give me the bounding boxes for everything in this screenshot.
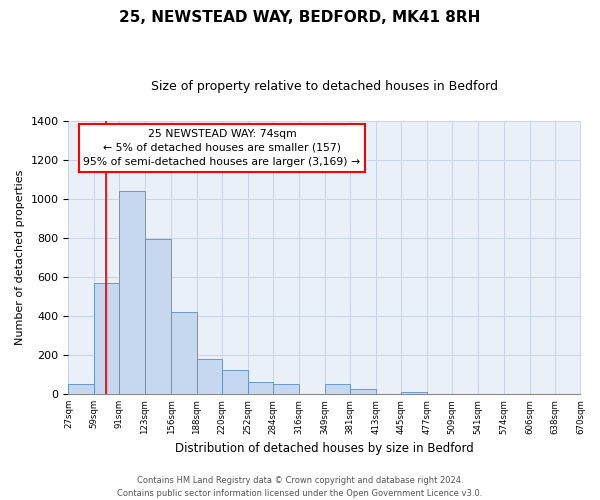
Bar xyxy=(94,282,119,394)
Text: 25 NEWSTEAD WAY: 74sqm
← 5% of detached houses are smaller (157)
95% of semi-det: 25 NEWSTEAD WAY: 74sqm ← 5% of detached … xyxy=(83,129,361,167)
Title: Size of property relative to detached houses in Bedford: Size of property relative to detached ho… xyxy=(151,80,498,93)
Bar xyxy=(171,312,197,394)
Bar xyxy=(401,392,427,394)
X-axis label: Distribution of detached houses by size in Bedford: Distribution of detached houses by size … xyxy=(175,442,474,455)
Bar xyxy=(350,389,376,394)
Bar xyxy=(68,384,94,394)
Bar xyxy=(197,359,222,394)
Bar xyxy=(119,191,145,394)
Text: Contains HM Land Registry data © Crown copyright and database right 2024.
Contai: Contains HM Land Registry data © Crown c… xyxy=(118,476,482,498)
Bar xyxy=(273,384,299,394)
Bar xyxy=(248,382,273,394)
Bar xyxy=(222,370,248,394)
Text: 25, NEWSTEAD WAY, BEDFORD, MK41 8RH: 25, NEWSTEAD WAY, BEDFORD, MK41 8RH xyxy=(119,10,481,25)
Bar xyxy=(145,238,171,394)
Y-axis label: Number of detached properties: Number of detached properties xyxy=(15,170,25,345)
Bar xyxy=(325,384,350,394)
